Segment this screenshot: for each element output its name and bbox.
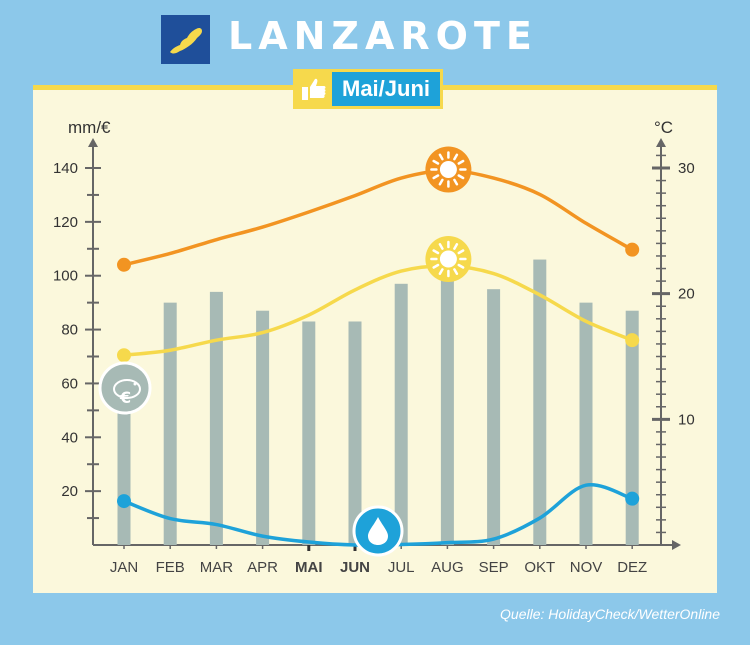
line-series <box>117 168 640 547</box>
sun-icon-ray <box>453 153 459 161</box>
month-label: MAI <box>295 559 323 576</box>
price-bar <box>256 310 270 545</box>
orange-line <box>122 168 634 267</box>
month-label: JAN <box>110 559 138 576</box>
left-tick-label: 120 <box>53 214 78 231</box>
sun-icon-ray <box>432 263 440 269</box>
blue-endpoint <box>625 491 640 506</box>
sun-icon <box>425 146 472 193</box>
blue-endpoint <box>117 494 131 509</box>
page-title: LANZAROTE <box>228 14 538 58</box>
source-credit: Quelle: HolidayCheck/WetterOnline <box>500 606 720 622</box>
right-tick-label: 30 <box>678 160 695 177</box>
left-axis-arrow <box>88 138 98 147</box>
price-bar <box>209 291 223 545</box>
season-label: Mai/Juni <box>332 72 441 106</box>
price-bar <box>348 321 362 545</box>
sun-icon-ray <box>453 243 459 250</box>
sun-icon-ray <box>457 174 465 180</box>
orange-endpoint <box>625 242 640 257</box>
thumbs-up-icon <box>296 72 332 106</box>
sun-icon-ray <box>432 249 440 255</box>
month-label: JUN <box>340 559 370 576</box>
left-tick-label: 80 <box>61 322 78 339</box>
sun-icon-ray <box>453 268 459 275</box>
price-bar <box>394 283 408 545</box>
piggy-bank-euro-icon: € <box>98 361 152 415</box>
euro-glyph: € <box>119 388 131 407</box>
sun-icon-ray <box>453 178 459 186</box>
sun-icon <box>425 236 472 283</box>
month-label: AUG <box>431 559 464 576</box>
price-bar <box>625 310 639 545</box>
right-axis-label: °C <box>654 118 673 137</box>
month-label: NOV <box>570 559 603 576</box>
right-axis-arrow <box>656 138 666 147</box>
month-label: FEB <box>156 559 185 576</box>
sun-icon-core <box>439 161 457 179</box>
yellow-line <box>122 264 634 357</box>
axes: 20 40 60 80 100 120 140 10 20 30 JAN FEB MAR APR MAI JU… <box>53 138 695 576</box>
water-drop-shape <box>368 517 388 545</box>
sun-icon-ray <box>432 159 440 165</box>
season-badge: Mai/Juni <box>293 69 444 109</box>
water-drop-icon <box>352 505 404 557</box>
sun-icon-ray <box>438 268 444 275</box>
price-bar <box>440 270 454 545</box>
piggy-bank-body <box>113 379 141 399</box>
left-tick-label: 140 <box>53 160 78 177</box>
left-tick-label: 100 <box>53 268 78 285</box>
piggy-bank-disc <box>98 361 152 415</box>
chart-icons: € <box>98 146 472 557</box>
sun-icon-ray <box>438 178 444 186</box>
sun-icon-ray <box>432 174 440 180</box>
orange-endpoint <box>117 257 131 272</box>
yellow-endpoint <box>625 333 640 348</box>
right-tick-label: 20 <box>678 286 695 303</box>
left-tick-label: 20 <box>61 483 78 500</box>
month-label: JUL <box>388 559 415 576</box>
piggy-bank-eye <box>133 382 137 386</box>
price-bar <box>302 321 316 545</box>
month-label: SEP <box>479 559 509 576</box>
sun-icon-ray <box>457 249 465 255</box>
price-bar <box>163 302 177 545</box>
price-bar <box>579 302 593 545</box>
left-axis-label: mm/€ <box>68 118 111 137</box>
island-map-icon <box>161 15 210 64</box>
price-bar <box>487 289 501 545</box>
x-axis-arrow <box>672 540 681 550</box>
sun-icon-ray <box>457 263 465 269</box>
left-tick-label: 60 <box>61 375 78 392</box>
header: LANZAROTE <box>0 0 750 70</box>
bar-series <box>117 259 639 545</box>
month-label: OKT <box>524 559 555 576</box>
price-bar <box>533 259 547 545</box>
left-tick-label: 40 <box>61 429 78 446</box>
sun-icon-ray <box>438 153 444 161</box>
sun-icon-ray <box>438 243 444 250</box>
yellow-endpoint <box>117 348 131 363</box>
sun-icon-core <box>439 250 457 268</box>
right-tick-label: 10 <box>678 411 695 428</box>
month-label: DEZ <box>617 559 647 576</box>
month-label: MAR <box>200 559 234 576</box>
sun-icon-ray <box>457 159 465 165</box>
month-label: APR <box>247 559 278 576</box>
